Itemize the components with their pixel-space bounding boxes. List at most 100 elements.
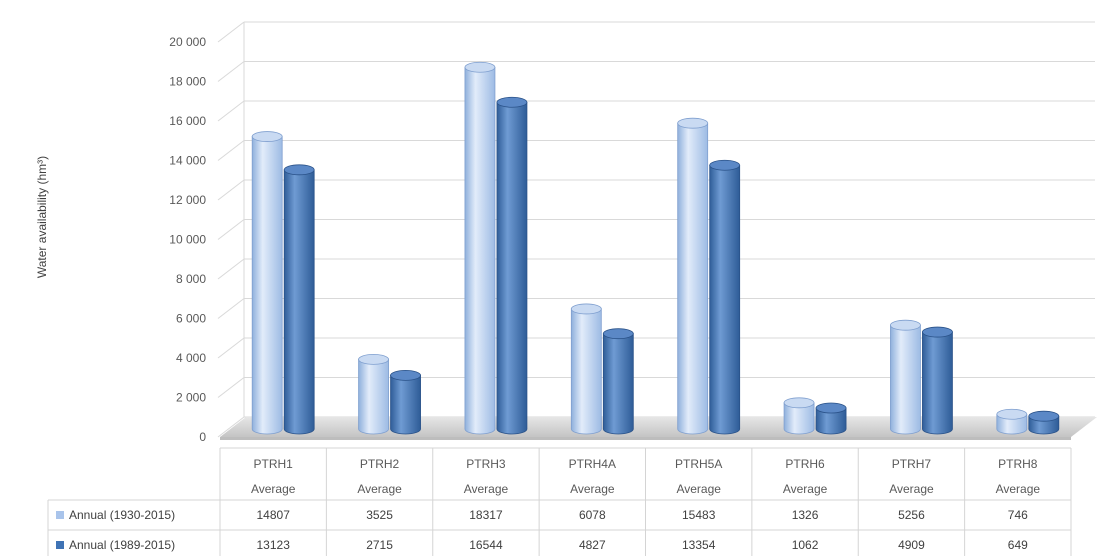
x-tick-label: PTRH4A xyxy=(569,457,616,471)
bar-body xyxy=(283,169,315,435)
bar-top xyxy=(709,159,741,171)
floor-edge xyxy=(220,437,1071,440)
data-label: 16544 xyxy=(469,538,503,552)
x-tick-label: Average xyxy=(251,482,296,496)
bar-top xyxy=(815,402,847,414)
legend-label: Annual (1930-2015) xyxy=(69,508,175,522)
y-axis-tick-labels: 0 2 000 4 000 6 000 8 000 10 000 12 000 14 000 1… xyxy=(169,35,206,444)
data-label: 5256 xyxy=(898,508,925,522)
x-tick-label: PTRH7 xyxy=(892,457,932,471)
y-tick-label: 12 000 xyxy=(169,193,206,207)
data-label: 2715 xyxy=(366,538,393,552)
bar-top xyxy=(496,96,528,108)
bar-body xyxy=(570,308,602,435)
bar-top xyxy=(283,164,315,176)
bar-Annual (1989-2015)-PTRH6 Average xyxy=(815,402,847,435)
data-label: 746 xyxy=(1008,508,1028,522)
bar-Annual (1989-2015)-PTRH5A Average xyxy=(709,159,741,435)
data-label: 6078 xyxy=(579,508,606,522)
data-label: 3525 xyxy=(366,508,393,522)
gridline-stub xyxy=(217,298,245,319)
bar-top xyxy=(922,326,953,338)
x-tick-label: Average xyxy=(996,482,1041,496)
bar-body xyxy=(783,402,815,435)
bar-Annual (1989-2015)-PTRH8 Average xyxy=(1028,410,1060,435)
x-tick-label: PTRH1 xyxy=(254,457,294,471)
data-label: 15483 xyxy=(682,508,716,522)
data-label: 1062 xyxy=(792,538,819,552)
bars xyxy=(251,61,1060,435)
chart-floor xyxy=(220,417,1097,440)
bar-Annual (1989-2015)-PTRH1 Average xyxy=(283,164,315,435)
floor-top xyxy=(220,417,1097,437)
bar-Annual (1930-2015)-PTRH7 Average xyxy=(890,319,921,435)
y-tick-label: 0 xyxy=(199,430,206,444)
data-label: 649 xyxy=(1008,538,1028,552)
bar-body xyxy=(358,358,389,435)
data-label: 1326 xyxy=(792,508,819,522)
gridline-stub xyxy=(217,258,245,280)
x-tick-label: PTRH2 xyxy=(360,457,400,471)
bar-top xyxy=(677,117,709,129)
gridline-stub xyxy=(217,179,245,201)
gridline-stub xyxy=(217,100,245,122)
bar-top xyxy=(358,353,389,365)
bar-Annual (1930-2015)-PTRH4A Average xyxy=(570,303,602,435)
gridlines xyxy=(217,21,1095,438)
bar-top xyxy=(1028,410,1060,422)
x-tick-label: PTRH8 xyxy=(998,457,1038,471)
y-tick-label: 14 000 xyxy=(169,154,206,168)
y-tick-label: 16 000 xyxy=(169,114,206,128)
gridline-stub xyxy=(217,140,245,161)
data-table: PTRH1 Average PTRH2 Average PTRH3 Average PTRH… xyxy=(47,447,1072,556)
bar-Annual (1930-2015)-PTRH3 Average xyxy=(464,61,496,435)
bar-body xyxy=(709,164,741,435)
bar-body xyxy=(464,66,496,435)
data-label: 13354 xyxy=(682,538,716,552)
bar-Annual (1930-2015)-PTRH6 Average xyxy=(783,397,815,435)
y-tick-label: 10 000 xyxy=(169,233,206,247)
gridline-stub xyxy=(217,21,245,43)
bar-body xyxy=(996,413,1028,435)
x-tick-label: Average xyxy=(783,482,828,496)
y-tick-label: 20 000 xyxy=(169,35,206,49)
data-label: 4909 xyxy=(898,538,925,552)
bar-top xyxy=(783,397,815,409)
bar-body xyxy=(251,136,283,435)
bar-top xyxy=(251,131,283,142)
gridline-stub xyxy=(217,377,245,398)
legend-swatch xyxy=(56,541,64,549)
bar-Annual (1930-2015)-PTRH2 Average xyxy=(358,353,389,435)
x-tick-label: Average xyxy=(464,482,509,496)
bar-body xyxy=(677,122,709,435)
gridline-stub xyxy=(217,337,245,359)
data-label: 18317 xyxy=(469,508,503,522)
bar-Annual (1989-2015)-PTRH7 Average xyxy=(922,326,953,435)
data-label: 13123 xyxy=(257,538,291,552)
x-tick-label: PTRH5A xyxy=(675,457,722,471)
x-tick-label: Average xyxy=(570,482,615,496)
y-tick-label: 2 000 xyxy=(176,391,206,405)
y-tick-label: 4 000 xyxy=(176,351,206,365)
legend-label: Annual (1989-2015) xyxy=(69,538,175,552)
y-tick-label: 8 000 xyxy=(176,272,206,286)
x-tick-label: Average xyxy=(676,482,721,496)
legend-swatch xyxy=(56,511,64,519)
bar-body xyxy=(496,101,528,435)
gridline-stub xyxy=(217,219,245,240)
bar-body xyxy=(602,333,634,435)
x-tick-label: Average xyxy=(357,482,402,496)
gridline-stub xyxy=(217,416,245,438)
bar-Annual (1989-2015)-PTRH4A Average xyxy=(602,328,634,435)
bar-body xyxy=(390,374,421,435)
bar-body xyxy=(815,407,847,435)
bar-top xyxy=(996,408,1028,420)
bar-Annual (1930-2015)-PTRH5A Average xyxy=(677,117,709,435)
bar-top xyxy=(390,369,421,381)
y-tick-label: 6 000 xyxy=(176,312,206,326)
x-tick-label: PTRH6 xyxy=(785,457,825,471)
bar-body xyxy=(890,324,921,435)
bar-top xyxy=(570,303,602,315)
gridline-stub xyxy=(217,61,245,82)
